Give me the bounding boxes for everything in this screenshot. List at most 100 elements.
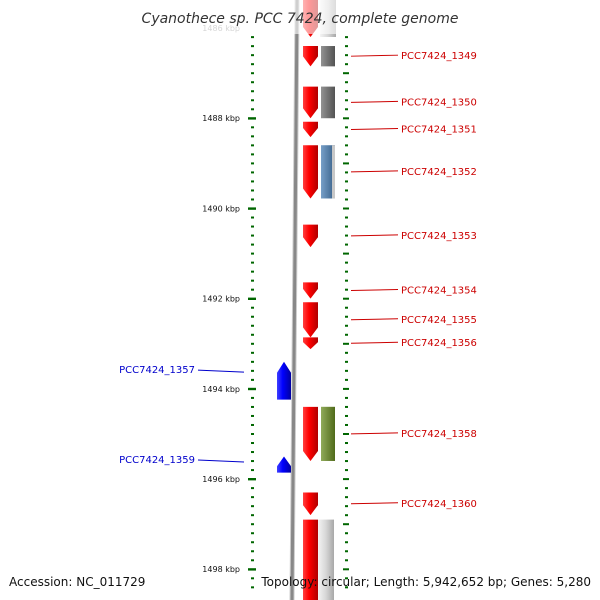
gene-label-leader (197, 369, 245, 373)
right-tick (345, 559, 348, 562)
gene-arrow[interactable] (303, 46, 318, 67)
gene-arrow[interactable] (303, 492, 318, 516)
right-tick (345, 180, 348, 183)
gene-label[interactable]: PCC7424_1360 (401, 499, 477, 510)
major-tick (248, 568, 256, 571)
partial-feature-bottom (318, 519, 334, 600)
gene-label[interactable]: PCC7424_1359 (119, 455, 195, 466)
gene-arrow[interactable] (303, 145, 318, 199)
minor-tick (251, 144, 254, 147)
right-tick (345, 333, 348, 336)
minor-tick (251, 45, 254, 48)
tick-label: 1496 kbp (202, 475, 240, 484)
minor-tick (251, 487, 254, 490)
tick-label: 1498 kbp (202, 565, 240, 574)
minor-tick (251, 496, 254, 499)
right-tick (345, 514, 348, 517)
right-tick (345, 369, 348, 372)
minor-tick (251, 171, 254, 174)
right-tick (345, 135, 348, 138)
gene-label-leader (350, 170, 399, 173)
right-tick (343, 117, 349, 120)
gene-arrow[interactable] (303, 86, 318, 119)
right-tick (345, 586, 348, 589)
gene-arrow[interactable] (303, 282, 318, 299)
gene-label-leader (350, 432, 399, 435)
minor-tick (251, 153, 254, 156)
gene-label[interactable]: PCC7424_1356 (401, 338, 477, 349)
right-tick (345, 351, 348, 354)
gene-label[interactable]: PCC7424_1350 (401, 97, 477, 108)
gene-arrow[interactable] (277, 456, 291, 473)
gene-label-leader (197, 459, 245, 463)
right-tick (345, 460, 348, 463)
gene-arrow[interactable] (303, 121, 318, 138)
right-tick (345, 90, 348, 93)
right-tick (345, 171, 348, 174)
right-tick (345, 505, 348, 508)
gene-arrow[interactable] (277, 361, 291, 400)
gene-label[interactable]: PCC7424_1357 (119, 365, 195, 376)
minor-tick (251, 514, 254, 517)
right-tick (345, 216, 348, 219)
right-tick (345, 144, 348, 147)
minor-tick (251, 81, 254, 84)
minor-tick (251, 414, 254, 417)
gene-arrow[interactable] (303, 406, 318, 461)
major-tick (248, 478, 256, 481)
right-tick (345, 423, 348, 426)
right-tick (343, 433, 349, 435)
gene-arrow[interactable] (303, 337, 318, 350)
right-tick (345, 81, 348, 84)
right-tick (345, 451, 348, 454)
minor-tick (251, 342, 254, 345)
topology-label: Topology: circular; Length: 5,942,652 bp… (260, 575, 591, 589)
minor-tick (251, 126, 254, 129)
gene-label[interactable]: PCC7424_1349 (401, 51, 477, 62)
minor-tick (251, 63, 254, 66)
gene-feature-shade (321, 145, 335, 199)
gene-label-leader (350, 127, 399, 130)
minor-tick (251, 189, 254, 192)
minor-tick (251, 315, 254, 318)
gene-label[interactable]: PCC7424_1352 (401, 167, 477, 178)
gene-label[interactable]: PCC7424_1354 (401, 285, 477, 296)
right-tick (343, 252, 349, 255)
right-tick (345, 243, 348, 246)
gene-feature-shade (321, 86, 335, 119)
gene-arrow[interactable] (303, 302, 318, 338)
minor-tick (251, 225, 254, 228)
right-tick (343, 387, 349, 390)
gene-label[interactable]: PCC7424_1355 (401, 315, 477, 326)
minor-tick (251, 378, 254, 381)
gene-arrow[interactable] (303, 224, 318, 248)
gene-label[interactable]: PCC7424_1353 (401, 231, 477, 242)
major-tick (248, 387, 256, 391)
right-tick (345, 198, 348, 201)
minor-tick (251, 261, 254, 264)
gene-label[interactable]: PCC7424_1351 (401, 124, 477, 135)
minor-tick (251, 243, 254, 246)
tick-label: 1490 kbp (202, 204, 240, 213)
tick-label: 1488 kbp (202, 114, 240, 123)
right-tick (345, 496, 348, 499)
right-tick (345, 396, 348, 399)
right-tick (345, 469, 348, 472)
minor-tick (251, 234, 254, 237)
right-tick (345, 45, 348, 48)
right-tick (345, 487, 348, 490)
right-tick (345, 189, 348, 192)
minor-tick (251, 460, 254, 463)
right-tick (345, 550, 348, 553)
right-tick (345, 288, 348, 291)
minor-tick (251, 451, 254, 454)
right-tick (343, 478, 349, 481)
right-tick (343, 568, 349, 571)
minor-tick (251, 351, 254, 354)
major-tick (248, 207, 256, 210)
gene-label[interactable]: PCC7424_1358 (401, 429, 477, 440)
minor-tick (251, 288, 254, 291)
minor-tick (251, 99, 254, 102)
right-tick (345, 270, 348, 273)
